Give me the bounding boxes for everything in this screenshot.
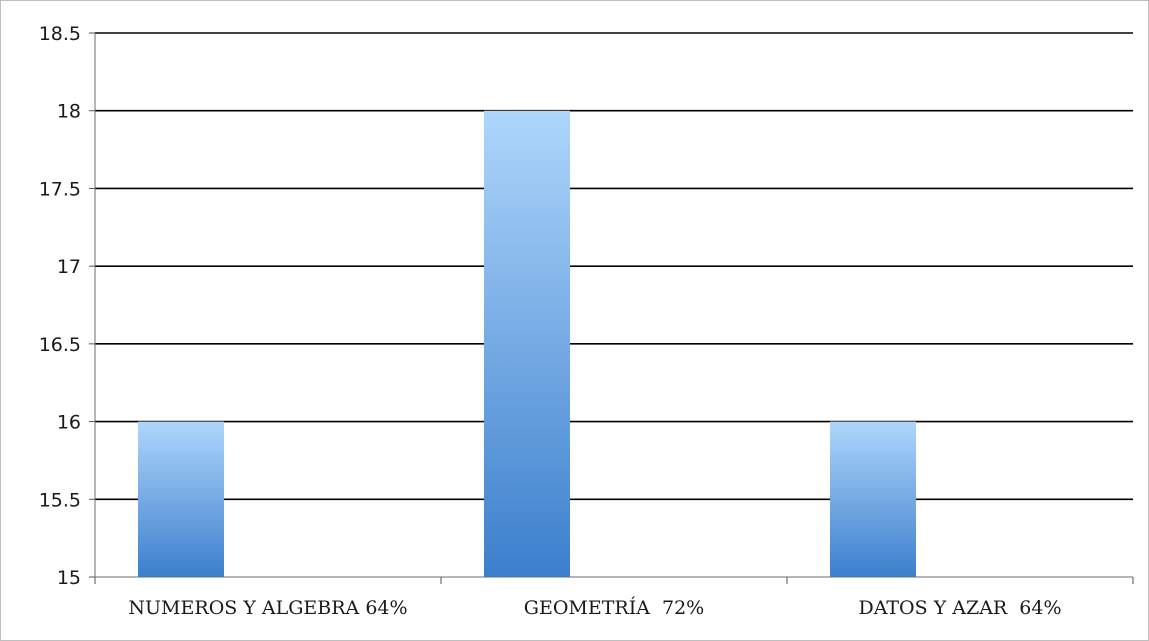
x-category-label: NUMEROS Y ALGEBRA 64% [128, 597, 407, 619]
labels: 15 15.5 16 16.5 17 17.5 18 18.5 NUMEROS Y ALGEBR… [39, 23, 1062, 619]
y-tick-label: 16.5 [39, 334, 81, 356]
x-category-label: GEOMETRÍA 72% [524, 596, 704, 619]
bar-2 [484, 110, 570, 577]
bar-1 [138, 421, 224, 577]
y-tick-label: 16 [57, 412, 81, 434]
y-tick-label: 15 [57, 567, 81, 589]
y-tick-label: 17.5 [39, 178, 81, 200]
x-category-label: DATOS Y AZAR 64% [858, 597, 1061, 619]
y-tick-label: 15.5 [39, 489, 81, 511]
bar-3 [830, 421, 916, 577]
y-tick-label: 18 [57, 101, 81, 123]
axes [89, 32, 1134, 584]
y-tick-label: 17 [57, 256, 81, 278]
y-tick-label: 18.5 [39, 23, 81, 45]
bars [138, 110, 916, 577]
gridlines [95, 32, 1133, 501]
